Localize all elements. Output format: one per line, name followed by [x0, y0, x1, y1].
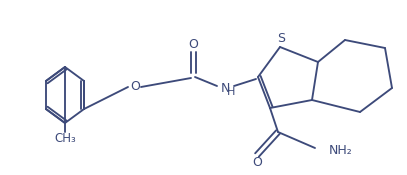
Text: O: O [130, 80, 140, 93]
Text: NH₂: NH₂ [329, 144, 353, 156]
Text: CH₃: CH₃ [54, 131, 76, 145]
Text: S: S [277, 33, 285, 46]
Text: O: O [188, 37, 198, 51]
Text: H: H [227, 87, 235, 97]
Text: O: O [252, 156, 262, 170]
Text: N: N [220, 82, 230, 95]
